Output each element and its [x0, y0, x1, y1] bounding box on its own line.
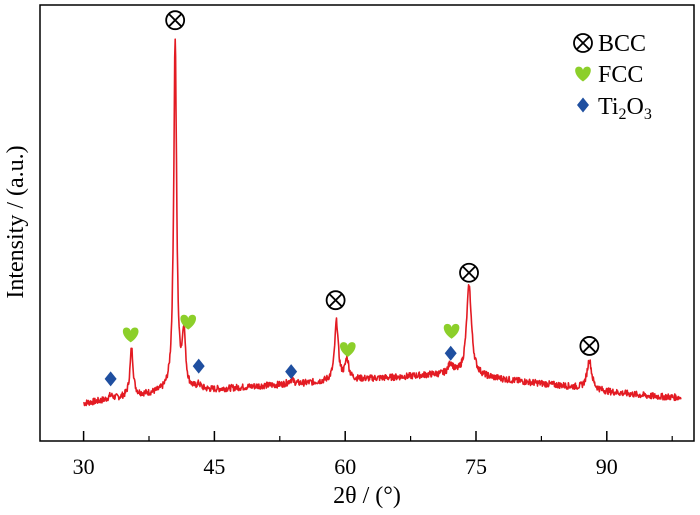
legend-fcc-marker	[575, 66, 591, 82]
ti2o3-diamond-marker	[444, 345, 457, 361]
ti2o3-legend-symbol	[577, 97, 589, 113]
bcc-marker	[459, 262, 479, 283]
x-tick-label: 90	[596, 454, 618, 479]
ti2o3-diamond-marker	[104, 371, 117, 387]
plot-frame	[39, 4, 695, 442]
bcc-marker	[325, 290, 346, 311]
x-tick-label: 45	[203, 454, 225, 479]
legend: BCC FCC Ti2O3	[573, 31, 652, 123]
legend-ti2o3-marker	[577, 97, 589, 113]
x-axis-ticks: 30 45 60 75 90	[73, 431, 673, 479]
x-axis-title: 2θ / (°)	[333, 483, 401, 509]
legend-ti2o3-label: Ti2O3	[598, 94, 652, 123]
y-axis-title: Intensity / (a.u.)	[3, 145, 29, 298]
bcc-marker	[579, 336, 600, 356]
legend-bcc-label: BCC	[598, 31, 646, 57]
phase-markers	[104, 10, 600, 387]
fcc-heart-marker	[122, 327, 139, 343]
legend-fcc-label: FCC	[598, 62, 643, 88]
ti2o3-diamond-marker	[192, 358, 205, 374]
fcc-heart-marker	[443, 323, 460, 339]
legend-bcc-marker	[573, 33, 593, 53]
fcc-legend-symbol	[575, 66, 591, 82]
bcc-marker	[165, 10, 186, 31]
ti2o3-diamond-marker	[285, 364, 298, 380]
x-tick-label: 60	[334, 454, 356, 479]
x-tick-label: 75	[465, 454, 487, 479]
fcc-heart-marker	[180, 314, 197, 330]
diffraction-line	[82, 38, 682, 407]
x-tick-label: 30	[73, 454, 95, 479]
bcc-legend-symbol	[573, 33, 593, 53]
fcc-heart-marker	[339, 342, 356, 358]
